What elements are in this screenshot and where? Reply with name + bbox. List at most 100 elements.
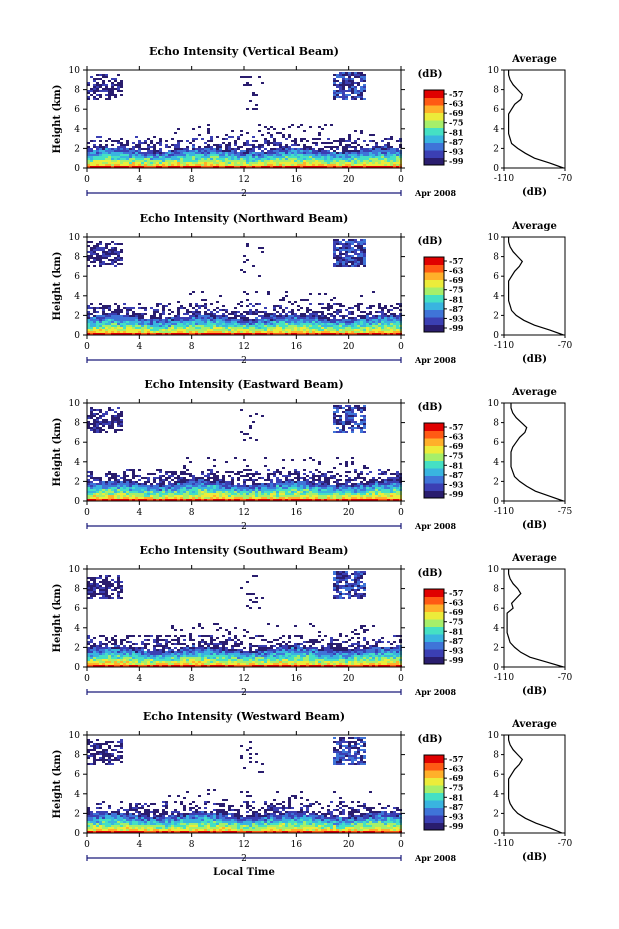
- echo-cell: [270, 333, 273, 335]
- echo-cell: [111, 495, 114, 497]
- echo-cell: [123, 160, 126, 162]
- echo-cell: [123, 319, 126, 321]
- echo-cell: [270, 489, 273, 491]
- echo-cell: [285, 138, 288, 140]
- echo-cell: [132, 487, 135, 489]
- echo-cell: [219, 156, 222, 158]
- echo-cell: [105, 481, 108, 483]
- echo-cell: [96, 327, 99, 329]
- echo-cell: [327, 146, 330, 148]
- echo-cell: [312, 319, 315, 321]
- echo-cell: [222, 321, 225, 323]
- echo-cell: [333, 297, 336, 299]
- echo-cell: [252, 166, 255, 168]
- echo-cell: [120, 82, 123, 84]
- echo-cell: [291, 473, 294, 475]
- echo-cell: [150, 495, 153, 497]
- echo-cell: [111, 475, 114, 477]
- echo-cell: [93, 493, 96, 495]
- echo-cell: [333, 84, 336, 86]
- echo-cell: [318, 152, 321, 154]
- echo-cell: [111, 166, 114, 168]
- echo-cell: [162, 489, 165, 491]
- echo-cell: [300, 319, 303, 321]
- echo-cell: [156, 495, 159, 497]
- echo-cell: [222, 154, 225, 156]
- echo-cell: [156, 303, 159, 305]
- echo-cell: [87, 487, 90, 489]
- echo-cell: [126, 309, 129, 311]
- x-tick-label: 16: [291, 508, 303, 518]
- echo-cell: [93, 483, 96, 485]
- echo-cell: [228, 152, 231, 154]
- echo-cell: [309, 150, 312, 152]
- echo-cell: [363, 415, 366, 417]
- echo-cell: [105, 317, 108, 319]
- echo-cell: [285, 307, 288, 309]
- echo-cell: [303, 164, 306, 166]
- echo-cell: [90, 152, 93, 154]
- echo-cell: [174, 158, 177, 160]
- echo-cell: [87, 84, 90, 86]
- echo-cell: [345, 90, 348, 92]
- echo-cell: [240, 313, 243, 315]
- echo-cell: [150, 499, 153, 501]
- echo-cell: [195, 485, 198, 487]
- chart-title: Echo Intensity (Eastward Beam): [144, 378, 343, 391]
- echo-cell: [354, 253, 357, 255]
- echo-cell: [279, 150, 282, 152]
- echo-cell: [348, 311, 351, 313]
- echo-cell: [213, 487, 216, 489]
- echo-cell: [351, 479, 354, 481]
- echo-cell: [90, 585, 93, 587]
- echo-cell: [321, 329, 324, 331]
- echo-cell: [321, 319, 324, 321]
- echo-cell: [192, 156, 195, 158]
- echo-cell: [309, 329, 312, 331]
- echo-cell: [102, 261, 105, 263]
- echo-cell: [93, 577, 96, 579]
- echo-cell: [120, 321, 123, 323]
- echo-cell: [276, 305, 279, 307]
- echo-cell: [213, 319, 216, 321]
- echo-cell: [273, 483, 276, 485]
- echo-cell: [114, 303, 117, 305]
- echo-cell: [96, 651, 99, 653]
- echo-cell: [138, 487, 141, 489]
- echo-cell: [369, 331, 372, 333]
- echo-cell: [177, 158, 180, 160]
- echo-cell: [129, 333, 132, 335]
- echo-cell: [111, 78, 114, 80]
- echo-cell: [291, 499, 294, 501]
- echo-cell: [387, 323, 390, 325]
- echo-cell: [132, 313, 135, 315]
- echo-cell: [303, 469, 306, 471]
- echo-cell: [336, 487, 339, 489]
- echo-cell: [102, 485, 105, 487]
- echo-cell: [396, 327, 399, 329]
- echo-cell: [297, 154, 300, 156]
- echo-cell: [255, 152, 258, 154]
- echo-cell: [99, 477, 102, 479]
- echo-cell: [303, 483, 306, 485]
- echo-cell: [162, 329, 165, 331]
- echo-cell: [147, 144, 150, 146]
- echo-cell: [333, 329, 336, 331]
- echo-cell: [300, 154, 303, 156]
- echo-cell: [102, 333, 105, 335]
- echo-cell: [360, 259, 363, 261]
- echo-cell: [393, 477, 396, 479]
- echo-cell: [99, 241, 102, 243]
- echo-cell: [357, 259, 360, 261]
- echo-cell: [198, 483, 201, 485]
- echo-cell: [369, 158, 372, 160]
- echo-cell: [165, 327, 168, 329]
- echo-cell: [96, 653, 99, 655]
- echo-cell: [123, 481, 126, 483]
- echo-cell: [138, 493, 141, 495]
- echo-cell: [363, 255, 366, 257]
- echo-cell: [249, 425, 252, 427]
- echo-cell: [225, 329, 228, 331]
- echo-cell: [306, 152, 309, 154]
- echo-cell: [276, 325, 279, 327]
